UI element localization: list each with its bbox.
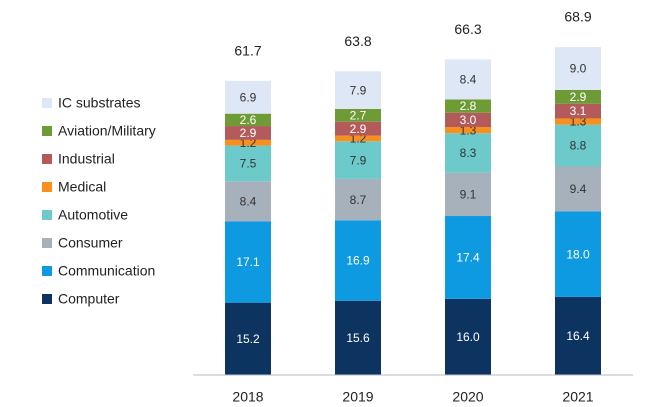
total-label: 68.9 (564, 9, 591, 25)
legend-label: Automotive (58, 207, 128, 223)
legend-label: Consumer (58, 235, 123, 251)
legend-label: IC substrates (58, 95, 140, 111)
bar-segment (225, 302, 271, 375)
x-tick-label: 2021 (562, 389, 593, 405)
data-label: 7.9 (350, 153, 367, 167)
data-label: 3.0 (460, 113, 477, 127)
bar-segment (555, 118, 601, 125)
data-label: 8.7 (350, 193, 367, 207)
bar-segment (445, 112, 491, 128)
bar-segment (445, 133, 491, 173)
bar-segment (445, 172, 491, 217)
bar-segment (445, 216, 491, 299)
x-tick-label: 2019 (342, 389, 373, 405)
bar-segment (225, 181, 271, 222)
bar-segment (555, 89, 601, 104)
data-label: 15.6 (346, 331, 370, 345)
bar-segment (335, 108, 381, 122)
bar-segment (335, 71, 381, 109)
data-label: 7.9 (350, 83, 367, 97)
bar-segment (225, 221, 271, 303)
data-label: 2.9 (350, 122, 367, 136)
bar-segment (225, 80, 271, 114)
data-label: 8.4 (240, 194, 257, 208)
data-label: 15.2 (236, 332, 260, 346)
data-label: 9.1 (460, 188, 477, 202)
bar-segment (445, 59, 491, 100)
data-label: 2.8 (460, 99, 477, 113)
legend-swatch (42, 154, 52, 164)
bar-segment (335, 135, 381, 142)
bar-segment (335, 300, 381, 375)
total-label: 66.3 (454, 21, 481, 37)
data-label: 9.0 (570, 62, 587, 76)
legend-swatch (42, 294, 52, 304)
legend-swatch (42, 266, 52, 276)
data-label: 17.1 (236, 255, 260, 269)
data-label: 2.9 (570, 90, 587, 104)
data-label: 8.4 (460, 73, 477, 87)
legend-label: Medical (58, 179, 106, 195)
legend-swatch (42, 238, 52, 248)
legend-label: Aviation/Military (58, 123, 156, 139)
bar-segment (555, 166, 601, 212)
total-label: 63.8 (344, 33, 371, 49)
bar-segment (225, 113, 271, 127)
data-label: 18.0 (566, 247, 590, 261)
total-label: 61.7 (234, 43, 261, 59)
x-tick-label: 2020 (452, 389, 483, 405)
legend-swatch (42, 98, 52, 108)
bar-segment (445, 99, 491, 113)
data-label: 9.4 (570, 182, 587, 196)
legend-swatch (42, 126, 52, 136)
bar-segment (555, 296, 601, 375)
data-label: 3.1 (570, 104, 587, 118)
bar-segment (335, 121, 381, 136)
bar-segment (335, 220, 381, 301)
bar-segment (335, 178, 381, 221)
legend-label: Industrial (58, 151, 115, 167)
data-label: 2.6 (240, 113, 257, 127)
bar-segment (445, 298, 491, 375)
data-label: 16.0 (456, 330, 480, 344)
x-tick-label: 2018 (232, 389, 263, 405)
data-label: 16.9 (346, 254, 370, 268)
data-label: 2.9 (240, 126, 257, 140)
bar-segment (225, 139, 271, 146)
data-label: 8.8 (570, 139, 587, 153)
bar-segment (225, 145, 271, 182)
bar-segment (445, 127, 491, 134)
bar-segment (335, 141, 381, 179)
data-label: 17.4 (456, 251, 480, 265)
data-label: 6.9 (240, 90, 257, 104)
bar-segment (555, 124, 601, 167)
legend-swatch (42, 182, 52, 192)
bar-segment (225, 126, 271, 140)
bar-segment (555, 47, 601, 90)
bar-segment (555, 211, 601, 297)
data-label: 16.4 (566, 329, 590, 343)
legend-label: Communication (58, 263, 155, 279)
legend-label: Computer (58, 291, 120, 307)
legend-swatch (42, 210, 52, 220)
bar-segment (555, 103, 601, 119)
data-label: 2.7 (350, 109, 367, 123)
data-label: 8.3 (460, 146, 477, 160)
data-label: 7.5 (240, 157, 257, 171)
